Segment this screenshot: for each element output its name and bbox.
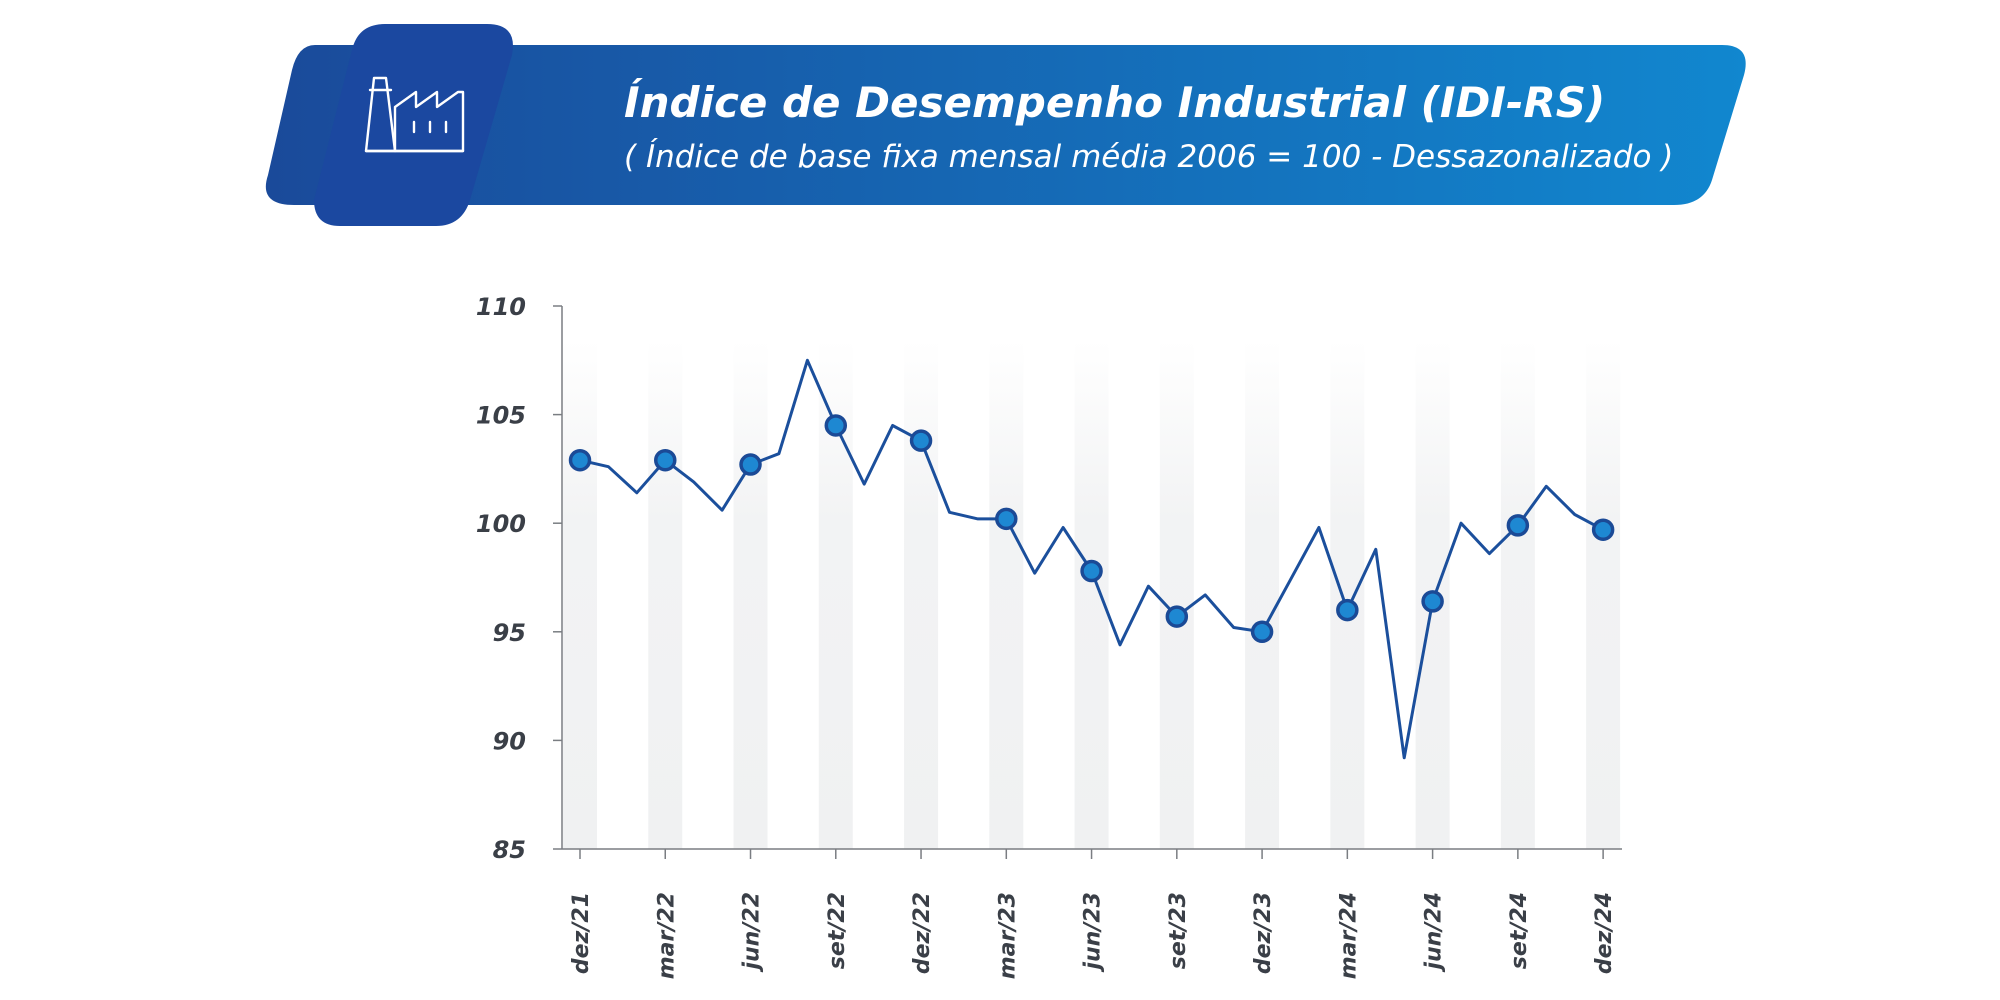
series-markers	[568, 414, 1615, 644]
data-point-mar-23	[995, 507, 1018, 531]
banner-bar	[265, 45, 1746, 205]
y-axis-ticks: 85 90 95 100 105 110	[476, 293, 562, 864]
y-tick-label-100: 100	[476, 510, 526, 538]
y-tick-label-110: 110	[476, 293, 526, 321]
data-point-set-24	[1506, 514, 1530, 537]
y-tick-label-95: 95	[493, 619, 526, 647]
column-band-4	[904, 340, 939, 849]
data-point-dez-23	[1250, 620, 1274, 644]
y-tick-label-105: 105	[476, 402, 526, 430]
column-band-6	[1074, 340, 1109, 849]
x-tick-label-10: jun/24	[1422, 892, 1447, 973]
data-point-jun-22	[739, 453, 762, 476]
column-band-12	[1586, 340, 1621, 849]
y-tick-label-90: 90	[493, 727, 526, 755]
x-tick-label-1: mar/22	[654, 892, 679, 979]
column-band-11	[1500, 340, 1535, 849]
column-band-1	[648, 340, 683, 849]
x-tick-label-9: mar/24	[1336, 892, 1361, 979]
x-tick-label-0: dez/21	[569, 892, 594, 974]
page-title: Índice de Desempenho Industrial (IDI-RS)	[624, 77, 1605, 127]
title-banner: Índice de Desempenho Industrial (IDI-RS)…	[265, 24, 1746, 226]
x-tick-label-6: jun/23	[1081, 892, 1106, 973]
x-tick-label-4: dez/22	[910, 892, 935, 974]
column-bands	[563, 340, 1621, 849]
data-point-set-23	[1165, 605, 1189, 628]
x-tick-label-7: set/23	[1166, 892, 1191, 969]
x-axis-ticks: dez/21 mar/22 jun/22 set/22 dez/22 mar/23 jun/…	[569, 849, 1617, 979]
x-tick-label-8: dez/23	[1251, 892, 1276, 974]
x-tick-label-2: jun/22	[740, 892, 765, 973]
column-band-0	[563, 340, 597, 849]
data-point-set-22	[824, 414, 848, 437]
column-band-8	[1245, 340, 1280, 849]
line-chart: 85 90 95 100 105 110 dez/21 mar/22 jun/22 set/22…	[476, 293, 1622, 979]
x-tick-label-3: set/22	[825, 892, 850, 969]
data-point-jun-23	[1080, 559, 1103, 583]
factory-icon	[364, 76, 465, 153]
x-tick-label-12: dez/24	[1592, 892, 1617, 974]
data-point-mar-24	[1336, 598, 1359, 622]
x-tick-label-5: mar/23	[995, 892, 1020, 979]
y-tick-label-85: 85	[493, 836, 526, 864]
page-subtitle: ( Índice de base fixa mensal média 2006 …	[624, 139, 1673, 175]
column-band-5	[989, 340, 1024, 849]
x-tick-label-11: set/24	[1507, 892, 1532, 969]
column-band-2	[733, 340, 768, 849]
data-point-dez-22	[909, 429, 933, 452]
data-point-dez-24	[1591, 518, 1615, 541]
column-band-7	[1159, 340, 1194, 849]
data-point-jun-24	[1421, 590, 1444, 613]
column-band-9	[1330, 340, 1365, 849]
data-point-mar-22	[654, 448, 677, 472]
data-point-dez-21	[568, 448, 592, 472]
